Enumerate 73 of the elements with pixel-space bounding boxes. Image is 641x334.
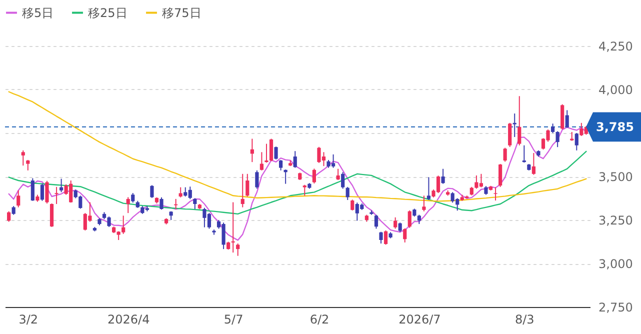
- candlestick: [236, 242, 240, 256]
- candlestick: [574, 132, 578, 151]
- y-tick-label: 3,500: [598, 170, 633, 184]
- candlestick: [131, 192, 135, 204]
- candlestick: [26, 159, 30, 171]
- candlestick: [394, 216, 398, 230]
- candlestick: [312, 168, 316, 184]
- candlestick: [160, 196, 164, 210]
- candlestick: [50, 202, 54, 228]
- candlestick: [60, 178, 64, 193]
- candlestick: [269, 138, 274, 162]
- y-tick-label: 3,250: [598, 214, 633, 228]
- y-tick-label: 4,250: [598, 40, 633, 54]
- candlestick: [193, 198, 197, 210]
- candlestick: [408, 210, 412, 228]
- candlestick: [302, 184, 306, 196]
- candlestick: [21, 150, 25, 166]
- candlestick: [556, 130, 560, 148]
- legend-label: 移75日: [162, 6, 202, 20]
- candlestick: [532, 152, 536, 176]
- candlestick: [508, 122, 512, 148]
- candlestick: [54, 186, 58, 204]
- candlestick: [7, 210, 11, 222]
- candlestick: [16, 190, 20, 208]
- candlestick: [264, 143, 268, 164]
- x-tick-label: 3/2: [18, 312, 38, 326]
- candlestick: [255, 170, 259, 190]
- candlestick: [293, 150, 297, 168]
- candlestick: [45, 180, 49, 204]
- candlestick: [240, 173, 244, 208]
- x-tick-label: 5/7: [224, 312, 244, 326]
- x-tick-label: 2026/4: [108, 312, 150, 326]
- candlestick: [231, 202, 235, 254]
- candlestick: [40, 182, 44, 202]
- candlestick: [512, 113, 516, 138]
- candlestick: [498, 163, 502, 188]
- candlestick: [494, 186, 498, 202]
- x-tick-label: 6/2: [310, 312, 330, 326]
- y-tick-label: 2,750: [598, 300, 633, 314]
- candlestick: [336, 168, 340, 180]
- candlestick: [126, 196, 130, 214]
- candlestick: [426, 176, 431, 200]
- candlestick: [279, 159, 283, 171]
- candlestick: [274, 146, 278, 160]
- candlestick: [374, 214, 378, 230]
- candlestick: [417, 214, 421, 224]
- candlestick: [403, 228, 407, 243]
- ref-line-label: 3,785: [596, 120, 634, 134]
- candlestick: [178, 186, 182, 198]
- candlestick: [522, 144, 526, 164]
- candlestick: [150, 184, 154, 198]
- candlestick: [350, 199, 354, 211]
- candlestick: [384, 230, 388, 246]
- candlestick: [565, 110, 569, 128]
- candlestick: [246, 173, 250, 198]
- candlestick: [260, 152, 264, 171]
- y-tick-label: 4,000: [598, 83, 633, 97]
- legend-label: 移5日: [22, 6, 54, 20]
- legend-label: 移25日: [88, 6, 128, 20]
- candlestick: [346, 186, 350, 200]
- candlestick: [518, 96, 522, 146]
- candlestick: [30, 178, 34, 202]
- x-tick-label: 8/3: [514, 312, 534, 326]
- candlestick: [560, 104, 564, 130]
- candlestick: [503, 147, 507, 162]
- y-tick-label: 3,000: [598, 257, 633, 271]
- candlestick: [341, 172, 345, 190]
- candlestick: [398, 222, 402, 233]
- candlestick: [550, 123, 555, 134]
- candlestick: [441, 168, 445, 184]
- candlestick: [379, 231, 383, 244]
- x-tick-label: 2026/7: [398, 312, 441, 326]
- candlestick: [422, 195, 426, 212]
